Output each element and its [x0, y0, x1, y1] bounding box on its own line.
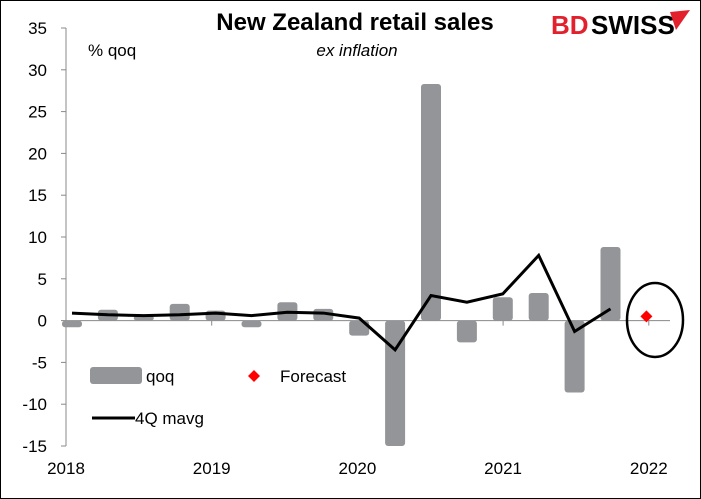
- chart-subtitle: ex inflation: [316, 41, 397, 60]
- logo-swiss-flag-icon: [670, 10, 690, 30]
- y-tick-label: 5: [38, 270, 47, 289]
- bar-qoq-2020Q4: [456, 320, 477, 343]
- chart-title: New Zealand retail sales: [216, 9, 493, 36]
- bar-qoq-2018Q4: [169, 303, 190, 321]
- bar-qoq-2018Q1: [62, 320, 82, 328]
- bar-qoq-2021Q3: [564, 320, 585, 393]
- bar-qoq-2021Q4: [600, 247, 621, 321]
- legend-label-forecast: Forecast: [280, 367, 346, 386]
- logo-bd: BD: [551, 10, 589, 40]
- forecast-point-2022Q1: [640, 310, 653, 323]
- bdswiss-logo: BD SWISS: [551, 10, 690, 40]
- y-tick-label: -5: [32, 353, 47, 372]
- y-tick-label: 20: [28, 144, 47, 163]
- line-4q-mavg: [71, 252, 612, 353]
- bar-qoq-2020Q2: [385, 320, 406, 446]
- legend: qoq Forecast 4Q mavg: [90, 367, 346, 428]
- y-tick-label: -15: [22, 437, 47, 456]
- y-tick-label: 25: [28, 103, 47, 122]
- bar-qoq-2020Q3: [421, 84, 441, 321]
- bar-qoq-2021Q1: [492, 297, 513, 321]
- logo-swiss: SWISS: [591, 10, 675, 40]
- x-tick-label: 2018: [47, 459, 85, 478]
- y-tick-label: 15: [28, 186, 47, 205]
- forecast-highlight-ellipse: [625, 281, 685, 359]
- x-tick-label: 2020: [338, 459, 376, 478]
- legend-swatch-qoq: [90, 367, 142, 384]
- y-tick-label: -10: [22, 395, 47, 414]
- y-tick-label: 35: [28, 19, 47, 38]
- bar-qoq-2019Q2: [241, 320, 262, 328]
- x-tick-label: 2019: [193, 459, 231, 478]
- x-tick-label: 2022: [630, 459, 668, 478]
- legend-swatch-forecast: [248, 370, 260, 382]
- y-tick-label: 0: [38, 312, 47, 331]
- x-tick-label: 2021: [484, 459, 522, 478]
- legend-label-4q-mavg: 4Q mavg: [135, 409, 204, 428]
- y-tick-label: 10: [28, 228, 47, 247]
- y-axis-label: % qoq: [88, 41, 136, 60]
- bar-qoq-2021Q2: [528, 293, 549, 321]
- legend-label-qoq: qoq: [146, 367, 174, 386]
- y-tick-label: 30: [28, 61, 47, 80]
